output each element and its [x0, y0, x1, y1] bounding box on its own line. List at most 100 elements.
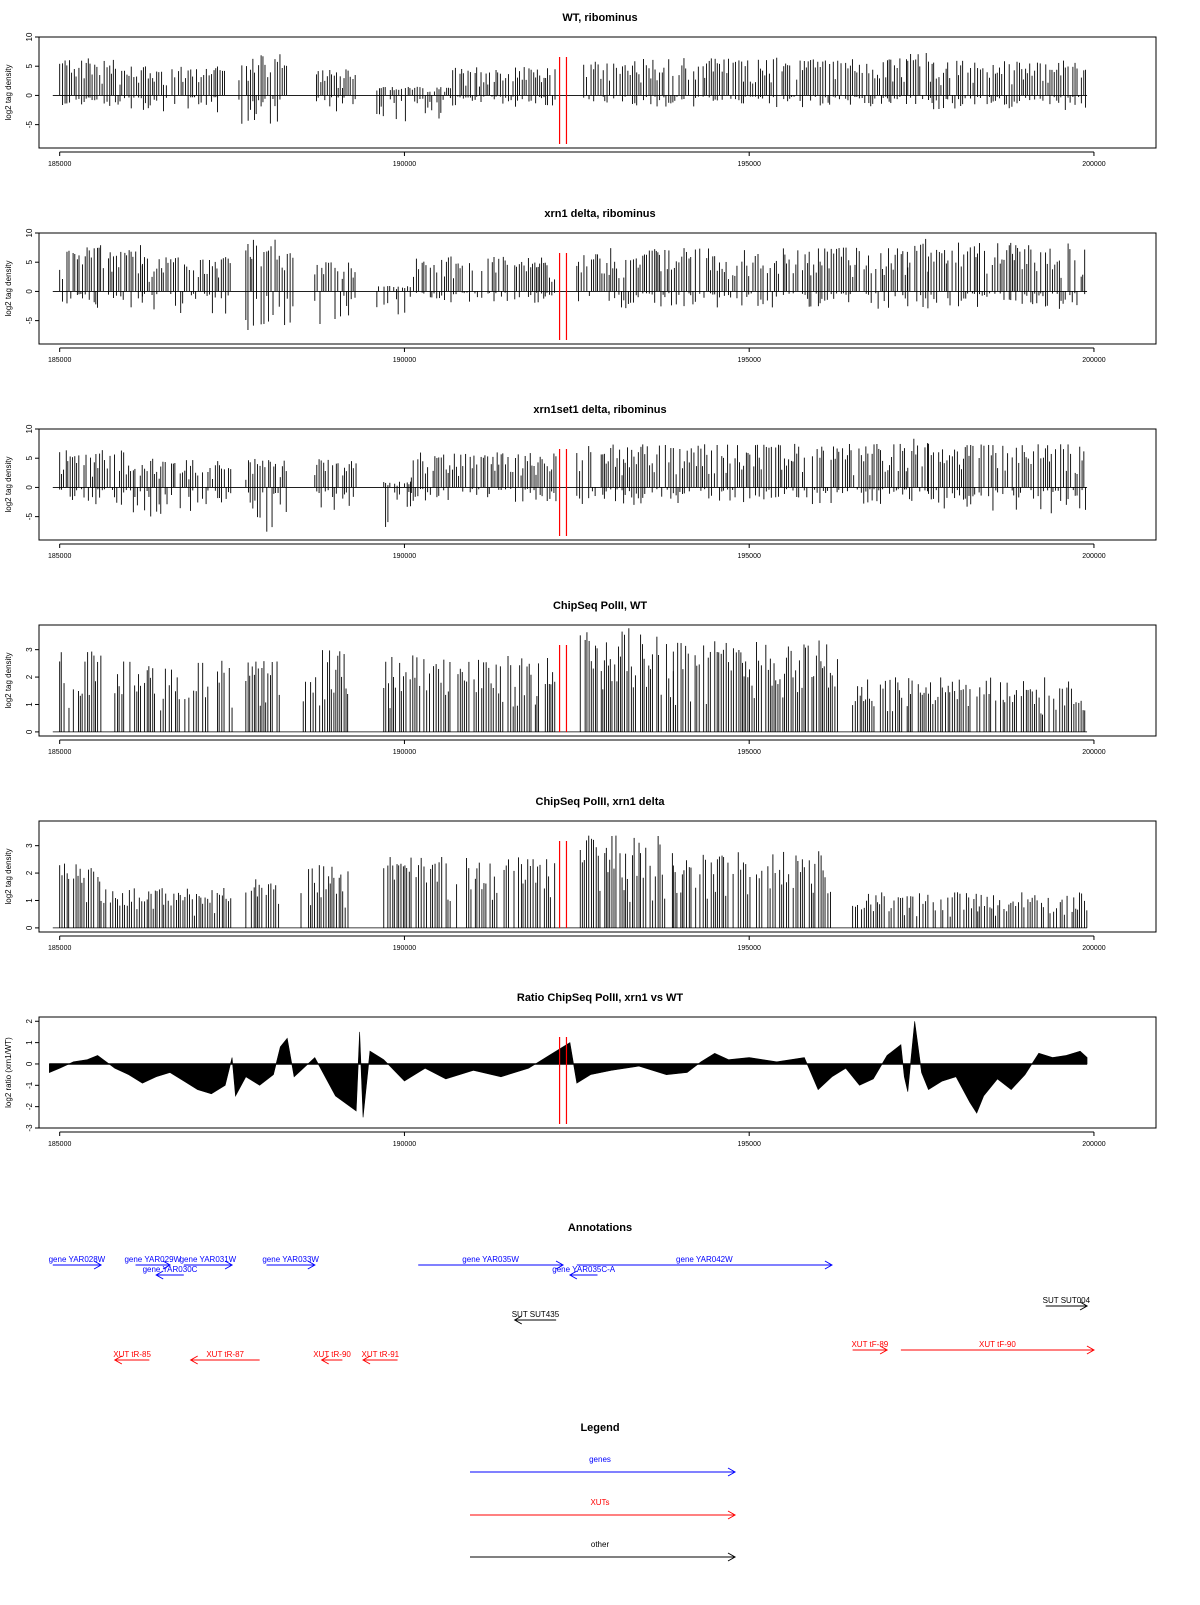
x-tick-label: 195000 — [738, 749, 761, 756]
chart-title: xrn1 delta, ribominus — [544, 208, 655, 220]
y-axis-label: log2 tag density — [4, 848, 13, 904]
annotation-arrow-head — [162, 1260, 172, 1270]
x-tick-label: 195000 — [738, 553, 761, 560]
annotation-label: SUT SUT004 — [1043, 1296, 1091, 1305]
y-tick-label: 0 — [25, 289, 34, 294]
y-tick-label: -3 — [25, 1124, 34, 1132]
annotation-arrow-head — [727, 1552, 737, 1562]
annotation-label: XUT tR-87 — [206, 1350, 244, 1359]
x-tick-label: 185000 — [48, 553, 71, 560]
x-tick-label: 190000 — [393, 1141, 416, 1148]
plot-frame — [38, 232, 1157, 345]
y-axis-label: log2 ratio (xrn1/WT) — [4, 1037, 13, 1108]
x-tick-label: 190000 — [393, 161, 416, 168]
annotation-arrow-head — [879, 1345, 889, 1355]
annotation-arrow-head — [155, 1270, 164, 1280]
x-tick-label: 185000 — [48, 1141, 71, 1148]
annotation-label: SUT SUT435 — [512, 1310, 560, 1319]
x-tick-label: 195000 — [738, 1141, 761, 1148]
x-tick-label: 200000 — [1082, 161, 1105, 168]
y-tick-label: 5 — [25, 63, 34, 68]
x-tick-label: 185000 — [48, 749, 71, 756]
annotation-label: XUT tF-90 — [979, 1340, 1016, 1349]
x-tick-label: 185000 — [48, 945, 71, 952]
y-tick-label: 5 — [25, 259, 34, 264]
y-tick-label: 2 — [25, 1018, 34, 1023]
annotation-arrow-head — [1086, 1345, 1095, 1355]
annotation-label: XUT tR-85 — [113, 1350, 151, 1359]
annotation-arrow-head — [93, 1260, 103, 1270]
annotation-arrow-head — [824, 1260, 833, 1270]
y-axis-label: log2 tag density — [4, 260, 13, 316]
annotation-label: XUT tR-91 — [361, 1350, 399, 1359]
chart-title: WT, ribominus — [562, 12, 637, 24]
y-tick-label: 2 — [25, 870, 34, 875]
x-tick-label: 200000 — [1082, 1141, 1105, 1148]
annotation-label: gene YAR030C — [143, 1265, 198, 1274]
plot-frame — [38, 624, 1157, 737]
y-tick-label: 0 — [25, 925, 34, 930]
x-tick-label: 195000 — [738, 945, 761, 952]
x-tick-label: 190000 — [393, 553, 416, 560]
chart-panel-4: ChipSeq PolII, WT log2 tag density 0 1 2 3 185… — [4, 600, 1157, 756]
chart-panel-3: xrn1set1 delta, ribominus log2 tag densit… — [4, 404, 1157, 560]
y-axis-label: log2 tag density — [4, 64, 13, 120]
x-tick-label: 200000 — [1082, 749, 1105, 756]
annotation-label: gene YAR035C-A — [552, 1265, 616, 1274]
y-tick-label: -5 — [25, 317, 34, 325]
x-tick-label: 195000 — [738, 161, 761, 168]
chart-title: ChipSeq PolII, WT — [553, 600, 647, 612]
plot-frame — [38, 820, 1157, 933]
annotation-arrow-head — [513, 1315, 523, 1325]
annotation-label: gene YAR033W — [262, 1255, 319, 1264]
annotation-arrow-head — [307, 1260, 316, 1270]
y-tick-label: -2 — [25, 1103, 34, 1111]
chart-title: ChipSeq PolII, xrn1 delta — [536, 796, 666, 808]
y-tick-label: 0 — [25, 1061, 34, 1066]
y-tick-label: -5 — [25, 513, 34, 521]
y-tick-label: 1 — [25, 1040, 34, 1045]
y-tick-label: 3 — [25, 843, 34, 848]
y-tick-label: -1 — [25, 1081, 34, 1089]
plot-frame — [38, 1016, 1157, 1129]
y-tick-label: 3 — [25, 647, 34, 652]
legend-label: genes — [589, 1455, 611, 1464]
x-tick-label: 185000 — [48, 357, 71, 364]
y-tick-label: -5 — [25, 121, 34, 129]
annotation-arrow-head — [1079, 1301, 1089, 1311]
x-tick-label: 190000 — [393, 357, 416, 364]
chart-panel-1: WT, ribominus log2 tag density -5 0 5 10 18500… — [4, 12, 1157, 168]
y-tick-label: 0 — [25, 93, 34, 98]
y-tick-label: 1 — [25, 898, 34, 903]
annotation-arrow-head — [320, 1355, 329, 1365]
x-tick-label: 195000 — [738, 357, 761, 364]
annotation-arrow-head — [113, 1355, 123, 1365]
x-tick-label: 200000 — [1082, 357, 1105, 364]
plot-frame — [38, 428, 1157, 541]
x-tick-label: 200000 — [1082, 553, 1105, 560]
legend-panel: Legend genes XUTs other — [470, 1422, 737, 1562]
y-tick-label: 5 — [25, 455, 34, 460]
x-tick-label: 200000 — [1082, 945, 1105, 952]
chart-title: xrn1set1 delta, ribominus — [533, 404, 666, 416]
annotation-arrow-head — [727, 1467, 737, 1477]
legend-label: other — [591, 1540, 610, 1549]
annotation-label: XUT tR-90 — [313, 1350, 351, 1359]
chart-title: Ratio ChipSeq PolII, xrn1 vs WT — [517, 992, 684, 1004]
ratio-area — [49, 1021, 1088, 1118]
annotation-arrow-head — [189, 1355, 198, 1365]
annotation-arrow-head — [362, 1355, 371, 1365]
annotation-label: gene YAR031W — [180, 1255, 237, 1264]
plot-frame — [38, 36, 1157, 149]
x-tick-label: 190000 — [393, 749, 416, 756]
annotation-arrow-head — [224, 1260, 234, 1270]
annotation-label: XUT tF-89 — [851, 1340, 888, 1349]
chart-panel-6: Ratio ChipSeq PolII, xrn1 vs WT log2 rati… — [4, 992, 1157, 1148]
annotation-label: gene YAR029W — [124, 1255, 181, 1264]
chart-panel-5: ChipSeq PolII, xrn1 delta log2 tag densit… — [4, 796, 1157, 952]
legend-title: Legend — [580, 1422, 619, 1434]
annotation-label: gene YAR042W — [676, 1255, 733, 1264]
chart-panel-2: xrn1 delta, ribominus log2 tag density -5 0… — [4, 208, 1157, 364]
